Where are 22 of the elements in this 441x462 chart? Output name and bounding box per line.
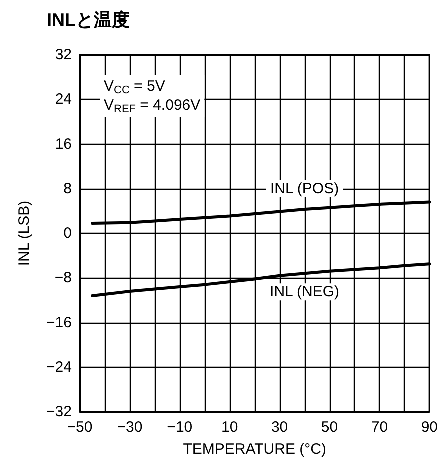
y-tick-label: −24 [46,358,72,376]
y-tick-label: 8 [64,180,72,198]
x-tick-label: −50 [67,419,93,436]
series-label: INL (NEG) [270,284,340,301]
x-axis-title: TEMPERATURE (°C) [183,441,326,458]
y-tick-label: 16 [55,136,72,153]
x-tick-label: 10 [222,419,238,436]
y-tick-label: −8 [54,270,72,287]
chart-title: INLと温度 [47,10,130,30]
y-tick-label: 24 [55,91,72,108]
y-axis-title: INL (LSB) [16,200,33,266]
x-tick-label: 30 [271,419,288,436]
series-label: INL (POS) [270,180,340,198]
x-tick-label: 50 [321,419,338,436]
x-tick-label: −10 [167,419,193,436]
x-tick-label: 90 [421,419,438,436]
x-tick-label: −30 [117,419,143,436]
y-tick-label: 0 [64,225,72,242]
y-tick-label: −32 [46,404,72,420]
x-tick-label: 70 [371,419,388,436]
y-tick-label: 32 [55,46,72,64]
y-tick-label: −16 [46,314,72,332]
